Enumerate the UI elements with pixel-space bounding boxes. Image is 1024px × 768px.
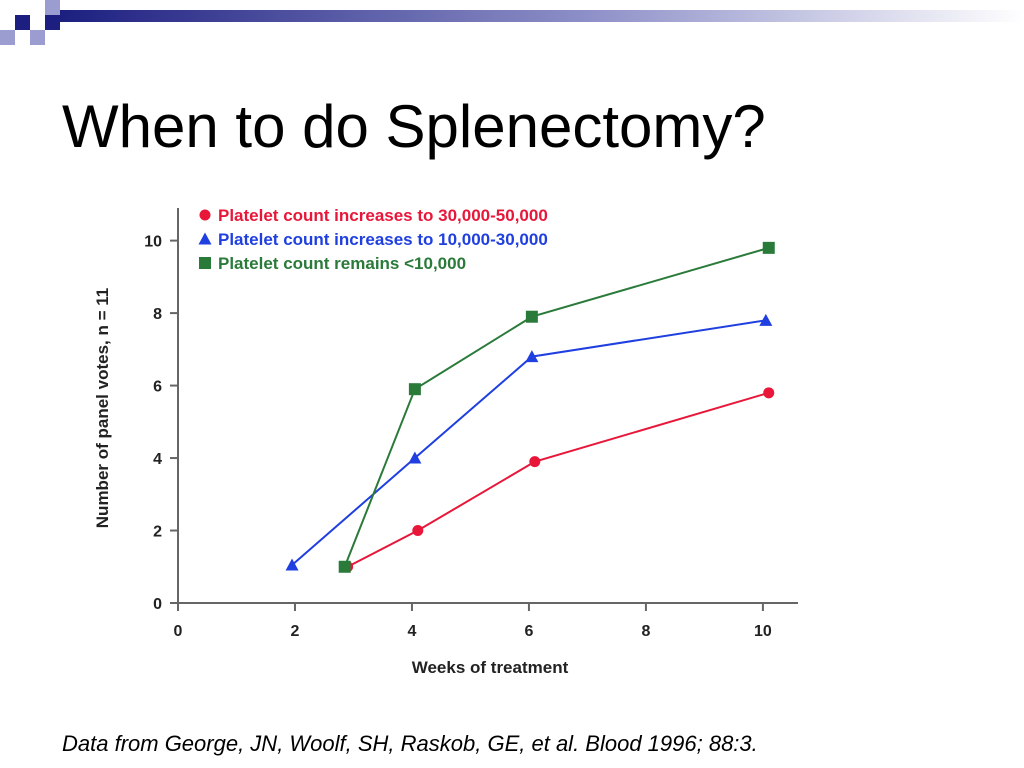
legend-entry: Platelet count remains <10,000 <box>218 254 466 273</box>
line-chart: 0 2 4 6 8 10 0 2 4 6 8 10 Weeks of treatment Number o… <box>93 206 798 677</box>
header-gradient-bar <box>60 10 1024 22</box>
y-axis-label: Number of panel votes, n = 11 <box>93 288 112 528</box>
data-point <box>285 558 299 571</box>
y-tick-label: 6 <box>153 379 162 396</box>
corner-square <box>15 15 30 30</box>
x-tick-label: 2 <box>291 623 300 640</box>
legend-entry: Platelet count increases to 10,000-30,00… <box>218 230 548 249</box>
data-point <box>763 387 775 399</box>
corner-square <box>0 30 15 45</box>
data-point <box>529 456 541 468</box>
y-tick-label: 10 <box>144 234 162 251</box>
series-line-2 <box>291 319 766 566</box>
y-tick-label: 8 <box>153 306 162 323</box>
legend-marker <box>199 209 211 221</box>
data-point <box>759 313 773 326</box>
source-citation: Data from George, JN, Woolf, SH, Raskob,… <box>62 731 758 756</box>
legend-marker <box>199 257 211 269</box>
data-point <box>525 350 539 363</box>
series-line-1 <box>347 391 770 568</box>
y-tick-label: 0 <box>153 596 162 613</box>
page-title: When to do Splenectomy? <box>62 93 766 160</box>
data-point <box>408 383 421 396</box>
x-tick-label: 4 <box>408 623 417 640</box>
series-line-3 <box>343 246 770 568</box>
data-point <box>408 451 422 464</box>
corner-square <box>45 0 60 15</box>
corner-square <box>30 30 45 45</box>
data-point <box>338 560 351 573</box>
corner-square <box>45 15 60 30</box>
slide-decoration <box>0 0 1024 45</box>
x-tick-label: 8 <box>641 623 650 640</box>
data-point <box>412 525 424 537</box>
legend-entry: Platelet count increases to 30,000-50,00… <box>218 206 548 225</box>
y-tick-label: 4 <box>153 451 162 468</box>
data-point <box>525 310 538 323</box>
x-axis-label: Weeks of treatment <box>412 658 569 677</box>
y-tick-label: 2 <box>153 524 162 541</box>
x-tick-label: 0 <box>174 623 183 640</box>
x-tick-label: 6 <box>524 623 533 640</box>
x-tick-label: 10 <box>754 623 772 640</box>
data-point <box>762 241 775 254</box>
legend-marker <box>198 232 212 245</box>
